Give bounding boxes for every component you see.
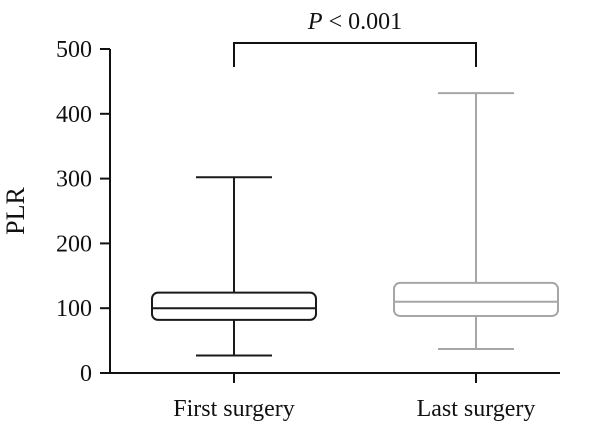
box-1: [151, 176, 317, 357]
p-value-text: < 0.001: [323, 9, 403, 35]
y-tick-label: 0: [80, 361, 92, 387]
x-tick-label: First surgery: [173, 396, 295, 422]
p-symbol: P: [307, 9, 323, 35]
y-tick-label: 500: [56, 37, 92, 63]
y-axis-title: PLR: [1, 187, 30, 235]
significance-annotation: P < 0.001: [233, 9, 477, 67]
y-tick-label: 200: [56, 231, 92, 257]
interquartile-box: [393, 281, 559, 317]
boxes: [151, 92, 559, 357]
p-value-label: P < 0.001: [307, 9, 402, 35]
x-axis-ticks: First surgery Last surgery: [173, 373, 535, 422]
y-tick-label: 400: [56, 102, 92, 128]
y-tick-label: 100: [56, 296, 92, 322]
y-axis-ticks: 0 100 200 300 400 500: [56, 37, 110, 387]
box-2: [393, 92, 559, 351]
interquartile-box: [151, 291, 317, 321]
x-tick-label: Last surgery: [417, 396, 536, 422]
significance-bracket: [233, 42, 477, 67]
y-tick-label: 300: [56, 167, 92, 193]
